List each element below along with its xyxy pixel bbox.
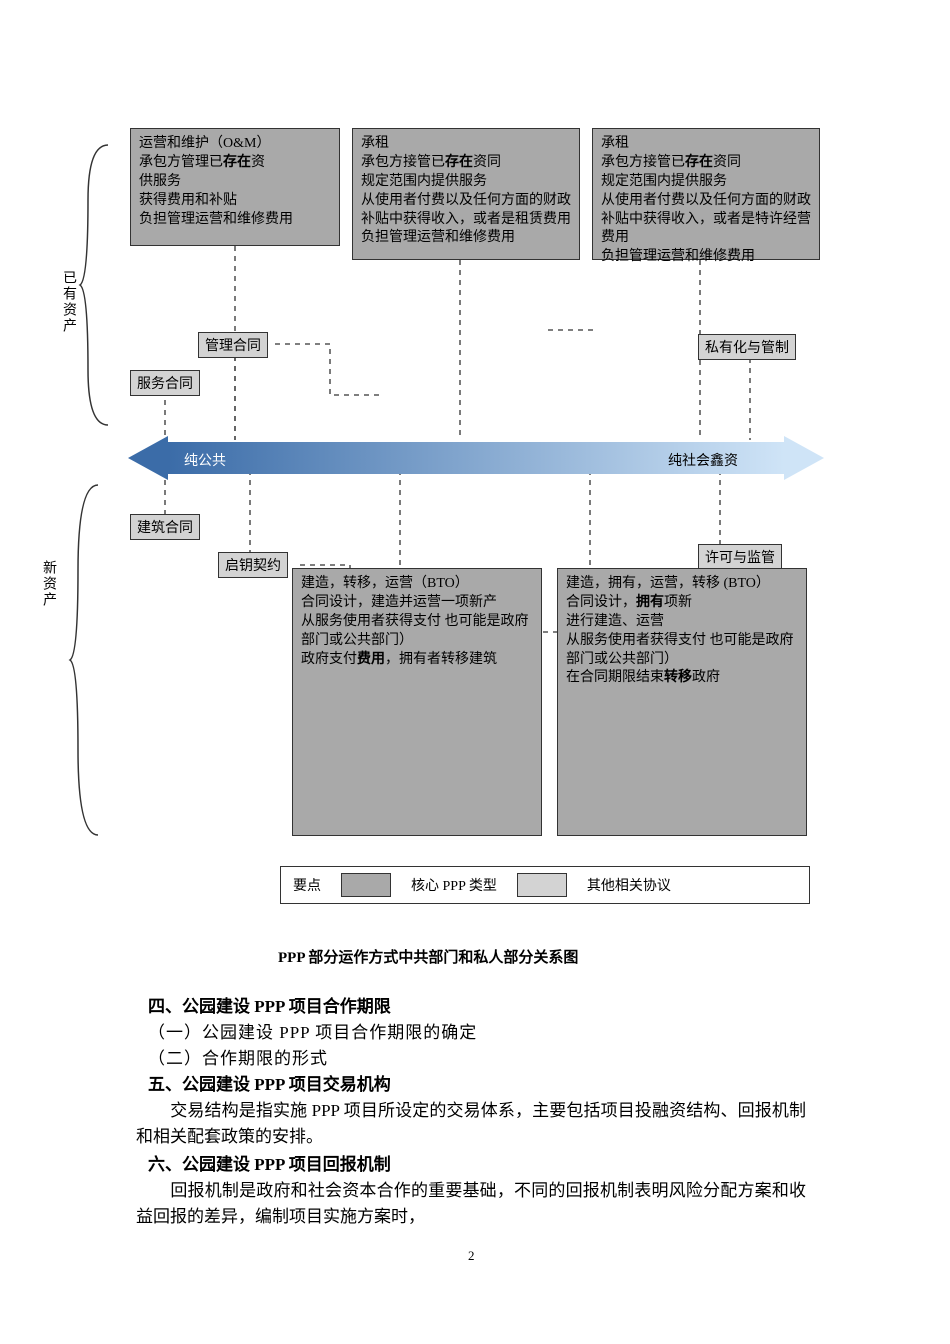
box-lease2-l2: 承包方接管已存在资同 (601, 154, 811, 173)
para-5: 交易结构是指实施 PPP 项目所设定的交易体系，主要包括项目投融资结构、回报机制… (136, 1098, 806, 1149)
arrow-head-right-icon (784, 436, 824, 480)
label-license-text: 许可与监管 (705, 551, 775, 566)
label-construction-text: 建筑合同 (137, 521, 193, 536)
arrow-label-right: 纯社会鑫资 (668, 450, 738, 470)
box-bto2: 建造，拥有，运营，转移 (BTO） 合同设计，拥有项新 进行建造、运营 从服务使… (557, 568, 807, 836)
box-bto2-l2: 合同设计，拥有项新 (566, 594, 798, 613)
box-bto2-l3: 进行建造、运营 (566, 613, 798, 632)
legend-swatch-other-icon (517, 873, 567, 897)
heading-4a: （一）公园建设 PPP 项目合作期限的确定 (148, 1020, 477, 1046)
brace-new: 新资产 (38, 560, 58, 613)
box-om-l1: 运营和维护（O&M） (139, 135, 331, 154)
box-om-l3: 获得费用和补贴 (139, 192, 331, 211)
label-construction: 建筑合同 (130, 514, 200, 540)
box-lease1-l4: 从使用者付费以及任何方面的财政补贴中获得收入，或者是租赁费用 (361, 192, 571, 230)
label-priv: 私有化与管制 (698, 334, 796, 360)
legend-swatch-core-icon (341, 873, 391, 897)
legend-other: 其他相关协议 (587, 875, 671, 895)
box-bto1-l1: 建造，转移，运营（BTO） (301, 575, 533, 594)
label-service: 服务合同 (130, 370, 200, 396)
heading-6: 六、公园建设 PPP 项目回报机制 (148, 1152, 391, 1178)
figure-caption: PPP 部分运作方式中共部门和私人部分关系图 (278, 946, 578, 967)
label-turnkey-text: 启钥契约 (225, 559, 281, 574)
legend-core: 核心 PPP 类型 (411, 875, 497, 895)
label-mgmt: 管理合同 (198, 332, 268, 358)
box-bto1-l3: 从服务使用者获得支付 也可能是政府部门或公共部门） (301, 613, 533, 651)
brace-new-curve (68, 480, 108, 840)
box-om-l2: 承包方管理已存在资供服务 (139, 154, 331, 192)
label-turnkey: 启钥契约 (218, 552, 288, 578)
heading-4: 四、公园建设 PPP 项目合作期限 (148, 994, 391, 1020)
box-lease1-l1: 承租 (361, 135, 571, 154)
box-lease2-l4: 从使用者付费以及任何方面的财政补贴中获得收入，或者是特许经营费用 (601, 192, 811, 249)
box-lease1-l3: 规定范围内提供服务 (361, 173, 571, 192)
box-lease1-l5: 负担管理运营和维修费用 (361, 229, 571, 248)
label-service-text: 服务合同 (137, 377, 193, 392)
brace-existing: 已有资产 (58, 270, 78, 339)
box-bto2-l4: 从服务使用者获得支付 也可能是政府部门或公共部门） (566, 632, 798, 670)
box-lease1: 承租 承包方接管已存在资同 规定范围内提供服务 从使用者付费以及任何方面的财政补… (352, 128, 580, 260)
box-lease2: 承租 承包方接管已存在资同 规定范围内提供服务 从使用者付费以及任何方面的财政补… (592, 128, 820, 260)
label-priv-text: 私有化与管制 (705, 341, 789, 356)
box-om-l4: 负担管理运营和维修费用 (139, 211, 331, 230)
box-lease2-l1: 承租 (601, 135, 811, 154)
box-bto1: 建造，转移，运营（BTO） 合同设计，建造并运营一项新产 从服务使用者获得支付 … (292, 568, 542, 836)
heading-4b: （二）合作期限的形式 (148, 1046, 328, 1072)
arrow-head-left-icon (128, 436, 168, 480)
page: 已有资产 新资产 运营和维护（O&M） 承包方管理已存在资供服务 获得费用和补贴… (0, 0, 950, 1344)
box-lease2-l3: 规定范围内提供服务 (601, 173, 811, 192)
page-number: 2 (468, 1248, 475, 1264)
box-bto2-l5: 在合同期限结束转移政府 (566, 669, 798, 688)
box-bto1-l4: 政府支付费用，拥有者转移建筑 (301, 651, 533, 670)
label-license: 许可与监管 (698, 544, 782, 570)
box-lease2-l5: 负担管理运营和维修费用 (601, 248, 811, 267)
para-6: 回报机制是政府和社会资本合作的重要基础，不同的回报机制表明风险分配方案和收益回报… (136, 1178, 806, 1229)
legend: 要点 核心 PPP 类型 其他相关协议 (280, 866, 810, 904)
label-mgmt-text: 管理合同 (205, 339, 261, 354)
box-om: 运营和维护（O&M） 承包方管理已存在资供服务 获得费用和补贴 负担管理运营和维… (130, 128, 340, 246)
legend-title: 要点 (293, 875, 321, 895)
heading-5: 五、公园建设 PPP 项目交易机构 (148, 1072, 391, 1098)
box-bto2-l1: 建造，拥有，运营，转移 (BTO） (566, 575, 798, 594)
box-bto1-l2: 合同设计，建造并运营一项新产 (301, 594, 533, 613)
brace-new-label: 新资产 (38, 560, 58, 608)
brace-existing-curve (78, 140, 118, 430)
arrow-label-left: 纯公共 (184, 450, 226, 470)
brace-existing-label: 已有资产 (58, 270, 78, 334)
box-lease1-l2: 承包方接管已存在资同 (361, 154, 571, 173)
